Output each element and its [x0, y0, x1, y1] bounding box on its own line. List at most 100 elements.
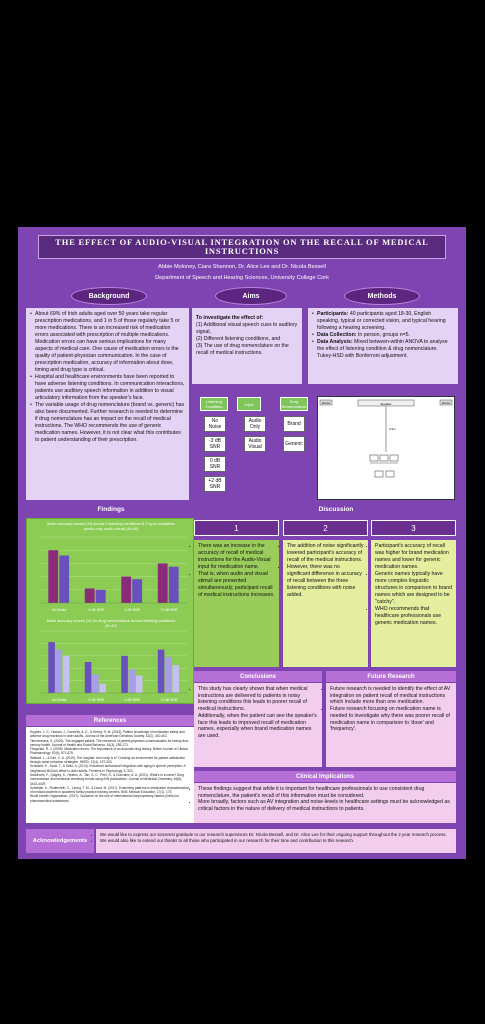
condition-plus2db: +2 dB SNR [204, 476, 226, 492]
reference-item: Soheilian, K., Rodenrieth, C., Leong, T.… [30, 785, 190, 795]
input-audio-only: Audio Only [244, 416, 266, 432]
participant-seat [369, 454, 379, 462]
department: Department of Speech and Hearing Science… [155, 275, 329, 281]
top-chart-svg: No Noise -3 dB SNR 0 dB SNR +2 dB SNR [41, 536, 187, 612]
condition-0db: 0 dB SNR [204, 456, 226, 472]
design-header-listening: Listening Condition [200, 397, 228, 411]
monitor-left-shape [319, 399, 333, 406]
aims-header: Aims [215, 287, 287, 305]
chart-bar [92, 674, 99, 693]
reference-item: Timmermans, S. (2020). The engaged patie… [30, 738, 189, 747]
aims-item: (2) Different listening conditions, and [196, 336, 281, 342]
nomenclature-generic: Generic [283, 436, 305, 452]
top-chart-title: Mean accuracy scores (%) across 4 listen… [47, 522, 175, 531]
aims-item: (3) The use of drug nomenclature on the … [196, 343, 289, 356]
reference-item: Sandholm, F., Quigley, S., Heaton, A., T… [30, 772, 184, 786]
background-bullet: About 69% of Irish adults aged over 50 y… [30, 311, 185, 374]
reference-item: World Health Organization. (2017). Guida… [30, 794, 180, 803]
chart-bar [55, 649, 63, 693]
findings-header: Findings [97, 506, 125, 513]
poster-title: THE EFFECT OF AUDIO-VISUAL INTEGRATION O… [55, 237, 429, 256]
discussion-bullet: The addition of noise significantly lowe… [287, 543, 364, 564]
chart-bar [99, 683, 106, 693]
reference-item: Wallace, L., & Karl, C. A. (2019). The h… [30, 755, 186, 765]
discussion-bullet: There was an increase in the accuracy of… [198, 543, 275, 571]
methods-item: Data Analysis: Mixed between-within ANOV… [312, 339, 454, 360]
chart-bar [95, 589, 106, 603]
x-tick-label: +2 dB SNR [160, 608, 178, 612]
speaker-label: Speaker [380, 402, 391, 406]
chart-bar [121, 576, 132, 603]
methods-item: Participants: 40 participants aged 18-30… [312, 311, 454, 332]
chart-bar [168, 566, 179, 603]
conclusions-header: Conclusions [194, 671, 322, 682]
design-header-input: Input [237, 397, 261, 411]
chart-bar [157, 563, 168, 603]
background-bullet: The variable usage of drug nomenclature … [30, 402, 185, 444]
chart-bar [84, 588, 95, 603]
x-tick-label: 0 dB SNR [124, 608, 140, 612]
findings-chart-panel: Mean accuracy scores (%) across 4 listen… [26, 518, 194, 704]
monitor-right-shape [439, 399, 453, 406]
discussion-number-2: 2 [283, 520, 368, 536]
discussion-bullet: WHO recommends that healthcare professio… [375, 606, 452, 627]
reference-item: Fitzgerald, R. J. (2009). Medication err… [30, 747, 188, 756]
chart-bar [135, 675, 143, 693]
participant-seat [385, 470, 395, 478]
clinical-implications-header: Clinical Implications [194, 771, 456, 782]
clinical-implications-box: These findings suggest that while it is … [194, 783, 456, 823]
condition-no-noise: No Noise [204, 416, 226, 432]
conclusion-bullet: This study has clearly shown that when m… [198, 686, 318, 713]
x-tick-label: No Noise [52, 608, 66, 612]
chart-bar [48, 642, 55, 693]
acknowledgements-box: We would like to express our sincerest g… [96, 829, 456, 853]
future-bullet: Future research focusing on medication n… [330, 706, 452, 733]
background-header: Background [71, 287, 147, 305]
future-research-header: Future Research [326, 671, 456, 682]
future-research-box: Future research is needed to identify th… [326, 683, 456, 767]
chart-bar [62, 655, 70, 693]
references-box: Hughes, J. G., Horkan, J., Donnelly, A. … [26, 727, 194, 823]
discussion-box-1: There was an increase in the accuracy of… [194, 540, 279, 667]
participant-seat [379, 454, 389, 462]
chart-bar [157, 649, 165, 693]
background-box: About 69% of Irish adults aged over 50 y… [26, 308, 189, 500]
discussion-bullet: That is, when audio and visual stimuli a… [198, 571, 275, 599]
methods-header: Methods [344, 287, 420, 305]
aims-box: To investigate the effect of: (1) Additi… [192, 308, 302, 384]
setup-diagram: Speaker Monitor Monitor 2.5m [317, 396, 455, 500]
chart-bar [84, 662, 92, 693]
discussion-bullet: Participant's accuracy of recall was hig… [375, 543, 452, 571]
poster-title-bar: THE EFFECT OF AUDIO-VISUAL INTEGRATION O… [38, 235, 446, 259]
x-tick-label: No Noise [52, 698, 66, 702]
aims-item: (1) Additional visual speech cues to aud… [196, 322, 298, 335]
acknowledgement-bullet: We would also like to extend our thanks … [100, 838, 452, 844]
distance-label: 2.5m [389, 427, 396, 431]
discussion-bullet: However, there was no significant differ… [287, 564, 364, 599]
discussion-box-2: The addition of noise significantly lowe… [283, 540, 368, 667]
future-bullet: Future research is needed to identify th… [330, 686, 452, 706]
chart-bar [172, 665, 179, 693]
design-header-nomenclature: Drug Nomenclature [280, 397, 308, 411]
input-audio-visual: Audio Visual [244, 436, 266, 452]
methods-item: Data Collection: In person, groups n=5. [312, 332, 454, 339]
chart-bar [165, 657, 172, 693]
setup-diagram-svg: Speaker Monitor Monitor 2.5m [319, 399, 453, 478]
aims-lead: To investigate the effect of: [196, 315, 264, 321]
chart-bar [48, 550, 59, 603]
reference-item: Schwartz, K., Scott, T., & Seitz, A. (20… [30, 764, 186, 773]
x-tick-label: 0 dB SNR [124, 698, 140, 702]
x-tick-label: -3 dB SNR [87, 698, 104, 702]
background-bullet: Hospital and healthcare environments hav… [30, 374, 185, 402]
discussion-number-1: 1 [194, 520, 279, 536]
authors: Abbie Moloney, Ciara Shannon, Dr. Alice … [158, 264, 326, 270]
chart-bar [132, 579, 143, 603]
chart-bar [59, 555, 70, 603]
monitor-right-label: Monitor [442, 402, 451, 405]
clinical-bullet: More broadly, factors such as AV integra… [198, 799, 452, 812]
discussion-number-3: 3 [371, 520, 456, 536]
poster: THE EFFECT OF AUDIO-VISUAL INTEGRATION O… [18, 227, 466, 859]
x-tick-label: -3 dB SNR [87, 608, 104, 612]
conclusions-box: This study has clearly shown that when m… [194, 683, 322, 767]
discussion-header: Discussion [318, 506, 354, 513]
